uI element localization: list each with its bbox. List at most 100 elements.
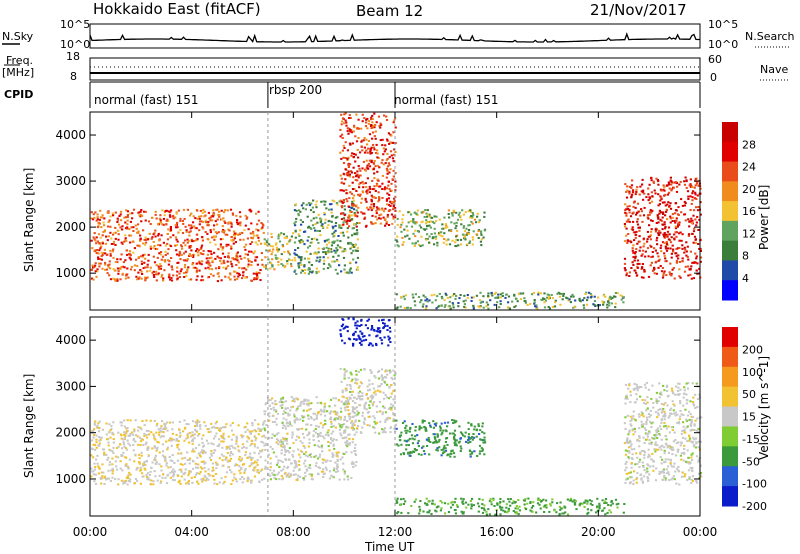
power-cell — [108, 260, 111, 263]
power-cell — [271, 264, 274, 267]
power-cell — [462, 213, 465, 216]
velocity-cell — [183, 427, 187, 430]
velocity-cell — [283, 453, 286, 456]
power-cell — [323, 212, 326, 214]
velocity-cell — [334, 419, 337, 422]
velocity-cell — [151, 447, 154, 450]
velocity-cell — [143, 467, 146, 470]
power-cell — [452, 209, 455, 212]
velocity-cell — [446, 421, 450, 424]
power-cell — [456, 239, 459, 242]
power-cell — [330, 208, 333, 211]
velocity-cell — [343, 374, 346, 377]
power-cell — [487, 292, 490, 295]
power-cell — [277, 235, 280, 238]
power-cell — [299, 229, 302, 232]
power-cell — [680, 198, 683, 201]
power-cell — [90, 217, 93, 220]
power-cell — [340, 227, 343, 229]
power-cell — [499, 296, 502, 299]
velocity-cell — [399, 453, 403, 456]
velocity-cell — [161, 476, 164, 479]
velocity-cell — [229, 469, 232, 471]
power-cell — [420, 235, 423, 238]
velocity-cell — [94, 448, 97, 451]
power-cell — [161, 223, 164, 226]
velocity-cell — [275, 455, 278, 458]
power-cell — [238, 211, 242, 214]
velocity-cell — [234, 464, 237, 467]
power-cell — [421, 305, 424, 308]
velocity-cell — [421, 446, 424, 449]
velocity-cell — [208, 456, 211, 459]
power-cell — [229, 260, 232, 263]
power-cell — [243, 246, 246, 248]
power-cell — [355, 113, 358, 116]
power-cell — [95, 236, 98, 239]
power-cell — [212, 209, 215, 212]
power-cell — [641, 183, 644, 186]
power-cell — [661, 276, 665, 279]
velocity-cell — [290, 396, 293, 398]
power-cell — [662, 211, 665, 214]
power-cell — [532, 291, 535, 294]
power-cell — [632, 244, 635, 247]
power-cell — [383, 188, 386, 191]
power-cell — [294, 259, 297, 262]
power-cell — [333, 260, 336, 263]
velocity-cell — [475, 429, 478, 432]
velocity-cell — [302, 409, 305, 412]
power-cell — [194, 266, 197, 269]
power-cell — [152, 240, 155, 243]
power-cell — [435, 307, 438, 310]
velocity-cell — [314, 428, 317, 430]
power-cell — [377, 179, 380, 182]
power-cell — [691, 261, 694, 264]
power-cell — [694, 241, 697, 244]
power-cell — [159, 251, 163, 253]
velocity-cell — [263, 420, 266, 423]
power-cell — [690, 184, 693, 187]
velocity-cell — [358, 419, 361, 422]
power-cell — [477, 305, 480, 308]
power-cell — [547, 294, 550, 297]
velocity-cell — [331, 455, 334, 458]
velocity-cell — [190, 476, 193, 479]
velocity-cell — [390, 392, 393, 395]
power-cell — [609, 298, 613, 300]
velocity-cell — [101, 463, 104, 466]
power-cell — [348, 261, 352, 264]
power-cell — [560, 292, 563, 295]
velocity-cell — [143, 461, 146, 463]
velocity-cell — [381, 377, 385, 379]
velocity-cell — [398, 435, 401, 438]
velocity-cell — [372, 387, 376, 390]
velocity-cell — [128, 480, 132, 483]
power-cell — [696, 262, 699, 265]
power-cell — [185, 274, 188, 277]
velocity-cell — [356, 320, 359, 323]
power-cell — [366, 164, 369, 167]
power-cell — [583, 297, 586, 300]
velocity-cell — [128, 471, 131, 474]
velocity-cell — [209, 430, 212, 433]
velocity-cell — [405, 440, 408, 443]
power-cell — [470, 215, 473, 217]
velocity-cell — [194, 425, 197, 428]
velocity-cell — [627, 433, 630, 436]
velocity-cell — [374, 422, 377, 425]
power-cell — [123, 266, 126, 269]
velocity-cell — [382, 327, 385, 330]
power-cell — [472, 296, 475, 299]
power-cell — [277, 263, 280, 266]
power-cell — [319, 256, 322, 259]
power-cell — [319, 221, 322, 224]
velocity-cell — [133, 430, 136, 433]
power-cell — [206, 223, 210, 225]
power-cell — [346, 222, 349, 225]
velocity-cell — [185, 437, 188, 440]
power-cell — [195, 262, 198, 265]
velocity-cell — [443, 450, 446, 453]
velocity-cell — [683, 453, 686, 455]
velocity-cell — [240, 466, 243, 469]
